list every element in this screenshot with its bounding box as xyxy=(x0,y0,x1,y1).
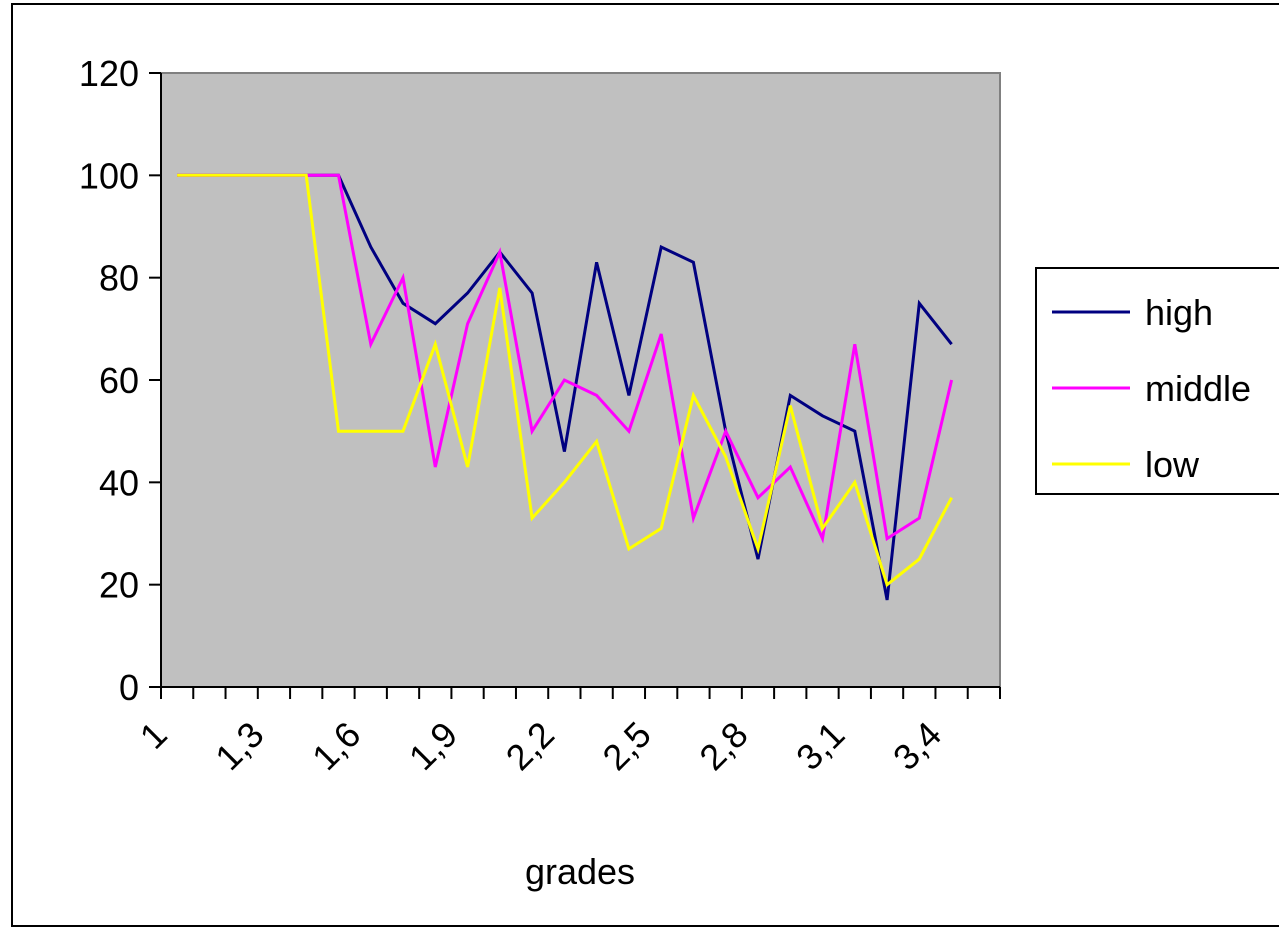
x-axis-title: grades xyxy=(525,851,635,892)
y-tick-label: 0 xyxy=(119,667,139,708)
plot-area xyxy=(160,72,1001,688)
y-tick-label: 80 xyxy=(99,258,139,299)
legend-box xyxy=(1035,267,1279,495)
y-tick-label: 60 xyxy=(99,360,139,401)
legend: high middle low xyxy=(1035,267,1279,495)
y-axis: 0 20 40 60 80 100 120 xyxy=(79,53,162,708)
series-line-low xyxy=(177,173,953,588)
legend-label-high: high xyxy=(1145,292,1213,333)
y-tick-label: 100 xyxy=(79,155,139,196)
y-tick-label: 20 xyxy=(99,565,139,606)
y-tick-label: 40 xyxy=(99,462,139,503)
legend-label-middle: middle xyxy=(1145,368,1251,409)
legend-label-low: low xyxy=(1145,444,1200,485)
y-tick-label: 120 xyxy=(79,53,139,94)
series-layer xyxy=(177,173,954,601)
